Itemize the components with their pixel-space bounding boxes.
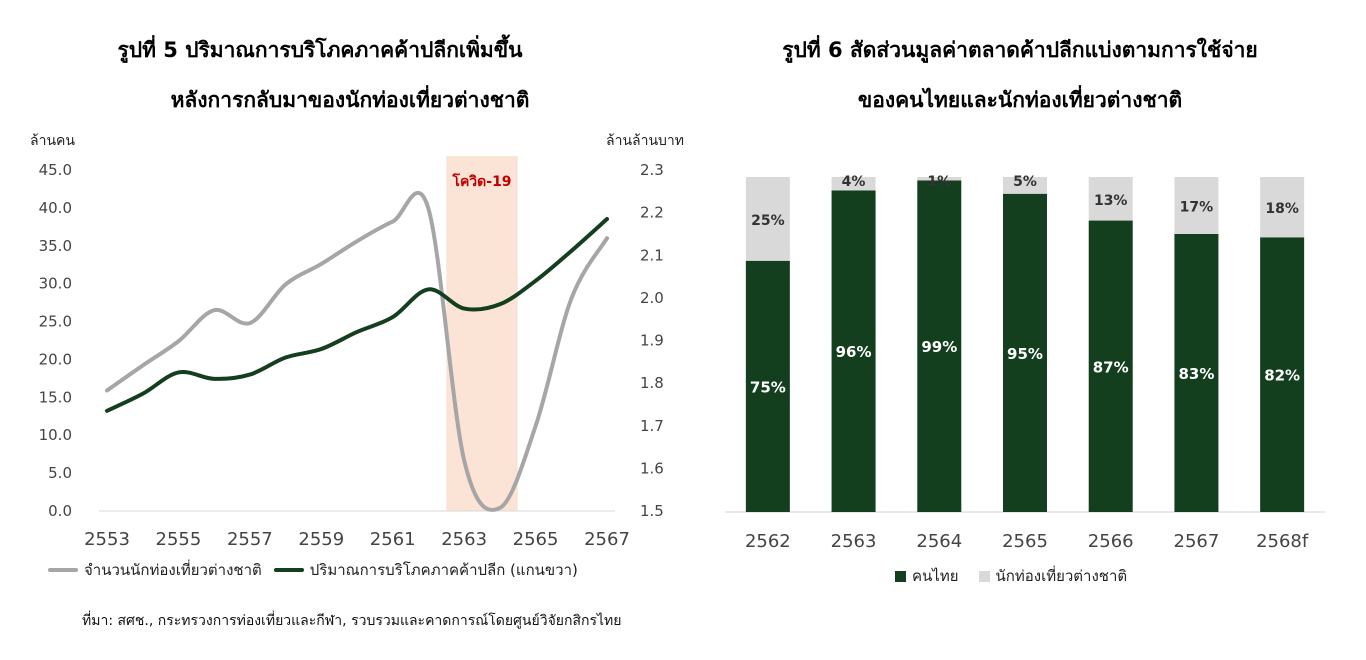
legend-swatch-consumption xyxy=(273,568,304,572)
y-left-tick-label: 10.0 xyxy=(39,426,72,444)
x-tick-label: 2568f xyxy=(1256,531,1309,552)
line-chart-legend: จำนวนนักท่องเที่ยวต่างชาติ ปริมาณการบริโ… xyxy=(48,558,578,582)
bar-foreign xyxy=(831,177,876,191)
x-tick-label: 2561 xyxy=(370,529,416,550)
source-note: ที่มา: สศช., กระทรวงการท่องเที่ยวและกีฬา… xyxy=(82,613,622,629)
x-tick-label: 2562 xyxy=(745,531,791,552)
y-right-tick-label: 1.6 xyxy=(640,459,664,477)
x-tick-label: 2565 xyxy=(513,529,559,550)
bar-foreign xyxy=(917,177,962,181)
x-tick-label: 2563 xyxy=(441,529,487,550)
bar-thai xyxy=(917,180,962,512)
y-left-tick-label: 20.0 xyxy=(39,350,72,368)
legend-label-consumption: ปริมาณการบริโภคภาคค้าปลีก (แกนขวา) xyxy=(309,561,578,579)
x-tick-label: 2559 xyxy=(298,529,344,550)
bar-foreign xyxy=(1174,177,1219,234)
x-tick-label: 2566 xyxy=(1088,531,1134,552)
covid-label: โควิด-19 xyxy=(451,172,511,190)
x-tick-label: 2564 xyxy=(916,531,962,552)
bar-thai xyxy=(745,260,790,512)
y-left-tick-label: 35.0 xyxy=(39,237,72,255)
bar-thai xyxy=(1174,233,1219,512)
x-tick-label: 2557 xyxy=(227,529,273,550)
bar-foreign xyxy=(1088,177,1133,221)
left-chart-title-line1: รูปที่ 5 ปริมาณการบริโภคภาคค้าปลีกเพิ่มข… xyxy=(117,38,523,62)
bar-foreign xyxy=(745,177,790,261)
y-left-tick-label: 30.0 xyxy=(39,275,72,293)
covid-band xyxy=(446,156,518,511)
tourists-series-line xyxy=(105,190,609,512)
legend-label-foreign: นักท่องเที่ยวต่างชาติ xyxy=(995,567,1128,585)
legend-label-tourists: จำนวนนักท่องเที่ยวต่างชาติ xyxy=(84,561,262,579)
right-chart-title-line2: ของคนไทยและนักท่องเที่ยวต่างชาติ xyxy=(857,88,1183,112)
y-right-tick-label: 2.3 xyxy=(640,161,664,179)
data-label-thai: 75% xyxy=(750,378,786,396)
x-tick-label: 2565 xyxy=(1002,531,1048,552)
left-axis-unit: ล้านคน xyxy=(30,133,75,149)
right-chart-title-line1: รูปที่ 6 สัดส่วนมูลค่าตลาดค้าปลีกแบ่งตาม… xyxy=(782,38,1258,62)
bar-chart-legend: คนไทย นักท่องเที่ยวต่างชาติ xyxy=(895,564,1127,588)
bar-thai xyxy=(831,190,876,512)
data-label-thai: 82% xyxy=(1264,367,1300,385)
y-right-tick-label: 1.7 xyxy=(640,417,664,435)
data-label-thai: 83% xyxy=(1178,365,1214,383)
y-left-tick-label: 15.0 xyxy=(39,388,72,406)
consumption-series-line xyxy=(105,217,609,413)
line-chart: โควิด-19 0.0 5.0 10.0 15.0 20.0 25.0 30.0 35.0 40… xyxy=(39,156,664,550)
bar-foreign xyxy=(1003,177,1047,194)
bar-chart: 75% 25% 2562 96% 4% 2563 99% 1% 2564 95% 5% 2565 87%… xyxy=(725,174,1325,552)
y-right-tick-label: 1.9 xyxy=(640,332,664,350)
y-right-tick-label: 2.1 xyxy=(640,246,664,264)
data-label-foreign: 17% xyxy=(1180,199,1214,215)
legend-swatch-tourists xyxy=(48,568,78,572)
legend-swatch-thai xyxy=(895,570,906,582)
y-right-tick-label: 2.2 xyxy=(640,204,664,222)
y-left-tick-label: 0.0 xyxy=(48,502,72,520)
data-label-foreign: 5% xyxy=(1013,174,1037,190)
data-label-foreign: 4% xyxy=(842,174,866,190)
left-chart-title-line2: หลังการกลับมาของนักท่องเที่ยวต่างชาติ xyxy=(170,88,530,112)
legend-swatch-foreign xyxy=(978,570,990,582)
right-axis-unit: ล้านล้านบาท xyxy=(606,133,684,149)
data-label-thai: 95% xyxy=(1007,345,1043,363)
y-left-tick-label: 25.0 xyxy=(39,313,72,331)
data-label-foreign: 1% xyxy=(927,174,951,190)
bar-foreign xyxy=(1260,177,1305,238)
data-label-foreign: 13% xyxy=(1094,193,1128,209)
data-label-thai: 96% xyxy=(836,343,872,361)
data-label-thai: 99% xyxy=(921,338,957,356)
x-tick-label: 2553 xyxy=(84,529,130,550)
data-label-thai: 87% xyxy=(1093,358,1129,376)
y-left-tick-label: 45.0 xyxy=(39,161,72,179)
y-left-tick-label: 5.0 xyxy=(48,464,72,482)
x-tick-label: 2555 xyxy=(156,529,202,550)
x-tick-label: 2567 xyxy=(1174,531,1220,552)
y-right-tick-label: 1.8 xyxy=(640,374,664,392)
bar-thai xyxy=(1003,193,1047,512)
bar-thai xyxy=(1260,237,1305,513)
y-right-tick-label: 2.0 xyxy=(640,289,664,307)
y-right-tick-label: 1.5 xyxy=(640,502,664,520)
x-tick-label: 2567 xyxy=(584,529,630,550)
bar-thai xyxy=(1088,220,1133,513)
y-left-tick-label: 40.0 xyxy=(39,199,72,217)
data-label-foreign: 25% xyxy=(751,213,785,229)
legend-label-thai: คนไทย xyxy=(912,567,959,585)
data-label-foreign: 18% xyxy=(1265,201,1299,217)
x-tick-label: 2563 xyxy=(831,531,877,552)
